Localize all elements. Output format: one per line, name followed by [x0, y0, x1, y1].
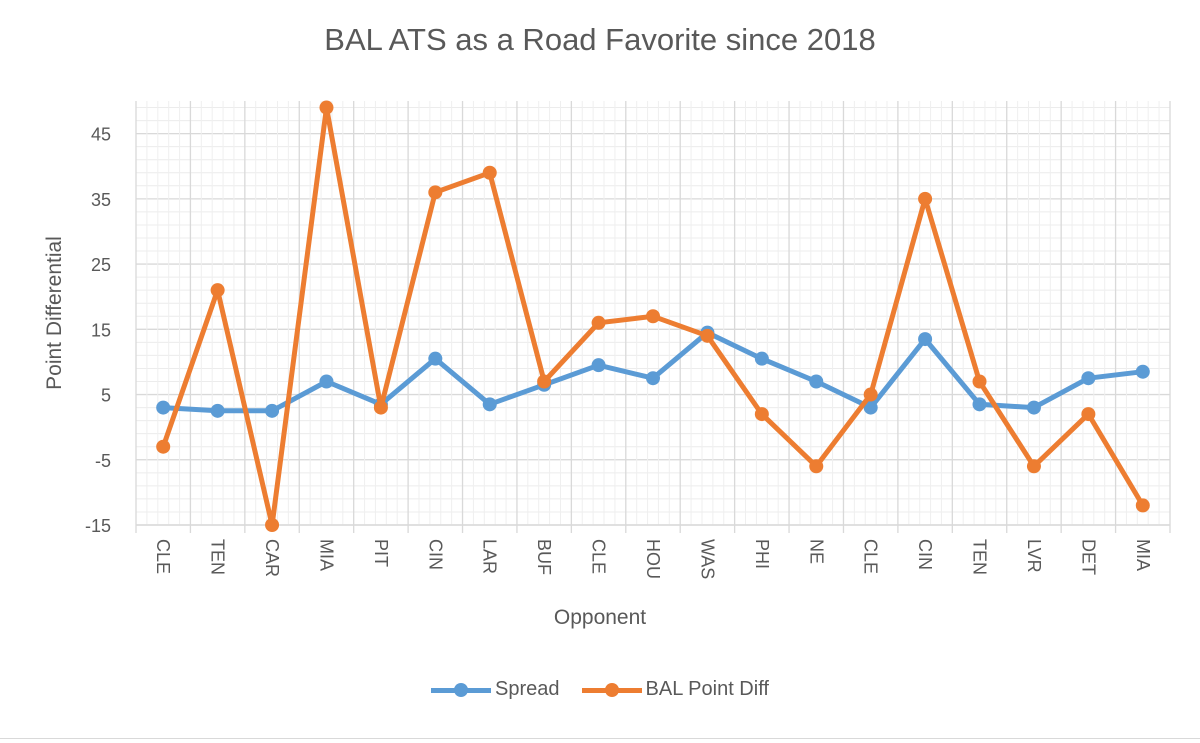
x-tick-label: MIA: [316, 539, 336, 571]
data-point-bal-point-diff: [972, 374, 987, 389]
data-point-spread: [646, 371, 660, 386]
y-tick-label: 35: [91, 190, 111, 210]
data-point-bal-point-diff: [591, 315, 606, 330]
x-tick-label: CLE: [153, 539, 173, 574]
y-tick-label: 5: [101, 386, 111, 406]
x-tick-label: BUF: [534, 539, 554, 575]
y-tick-label: 45: [91, 125, 111, 145]
data-point-spread: [1026, 400, 1041, 415]
x-tick-label: PIT: [371, 539, 391, 567]
legend-marker-spread: [454, 682, 469, 697]
data-point-bal-point-diff: [482, 165, 497, 180]
legend-label-spread: Spread: [495, 678, 560, 700]
x-tick-label: CIN: [915, 539, 935, 570]
data-point-spread: [918, 332, 933, 347]
data-point-spread: [754, 351, 769, 366]
data-point-spread: [428, 351, 443, 366]
data-point-spread: [482, 397, 497, 412]
data-point-bal-point-diff: [537, 374, 552, 389]
legend: Spread BAL Point Diff: [0, 678, 1200, 701]
data-point-spread: [1135, 364, 1150, 379]
y-tick-label: -5: [95, 451, 111, 471]
x-tick-label: CLE: [589, 539, 609, 574]
data-point-spread: [265, 403, 280, 418]
data-point-bal-point-diff: [1135, 498, 1150, 513]
x-tick-label: HOU: [643, 539, 663, 579]
x-tick-label: DET: [1078, 539, 1098, 575]
legend-marker-bal-point-diff: [604, 682, 619, 697]
x-tick-label: LAR: [480, 539, 500, 574]
chart-title: BAL ATS as a Road Favorite since 2018: [324, 22, 876, 57]
data-point-bal-point-diff: [156, 439, 171, 454]
x-tick-label: TEN: [208, 539, 228, 575]
x-tick-label: MIA: [1133, 539, 1153, 571]
data-point-bal-point-diff: [646, 309, 660, 324]
y-tick-label: -15: [85, 516, 111, 536]
x-axis-title: Opponent: [553, 606, 647, 629]
data-point-spread: [1081, 371, 1096, 386]
data-point-bal-point-diff: [918, 191, 933, 206]
y-tick-label: 25: [91, 255, 111, 275]
data-point-spread: [210, 403, 225, 418]
data-point-bal-point-diff: [809, 459, 824, 474]
data-point-bal-point-diff: [428, 185, 443, 200]
x-tick-label: NE: [806, 539, 826, 564]
data-point-bal-point-diff: [373, 400, 388, 415]
x-tick-label: CAR: [262, 539, 282, 577]
legend-swatch-bal-point-diff: [581, 680, 642, 700]
data-point-spread: [809, 374, 824, 389]
data-point-bal-point-diff: [863, 387, 878, 402]
data-point-bal-point-diff: [210, 283, 225, 298]
data-point-spread: [863, 400, 878, 415]
data-point-spread: [319, 374, 334, 389]
legend-label-bal-point-diff: BAL Point Diff: [645, 678, 769, 700]
x-tick-label: WAS: [697, 539, 717, 579]
data-point-bal-point-diff: [1081, 407, 1096, 422]
data-point-spread: [591, 358, 606, 373]
data-point-bal-point-diff: [754, 407, 769, 422]
x-tick-label: TEN: [970, 539, 990, 575]
legend-item-bal-point-diff: BAL Point Diff: [581, 678, 769, 701]
x-tick-label: LVR: [1024, 539, 1044, 573]
legend-item-spread: Spread: [431, 678, 560, 701]
data-point-bal-point-diff: [319, 100, 334, 115]
data-point-bal-point-diff: [700, 328, 715, 343]
data-point-spread: [972, 397, 987, 412]
bottom-divider: [0, 738, 1200, 739]
legend-swatch-spread: [431, 680, 492, 700]
x-tick-label: CLE: [861, 539, 881, 574]
x-tick-label: CIN: [425, 539, 445, 570]
data-point-spread: [156, 400, 171, 415]
y-tick-label: 15: [91, 320, 111, 340]
data-point-bal-point-diff: [265, 518, 280, 532]
x-tick-label: PHI: [752, 539, 772, 569]
data-point-bal-point-diff: [1026, 459, 1041, 474]
